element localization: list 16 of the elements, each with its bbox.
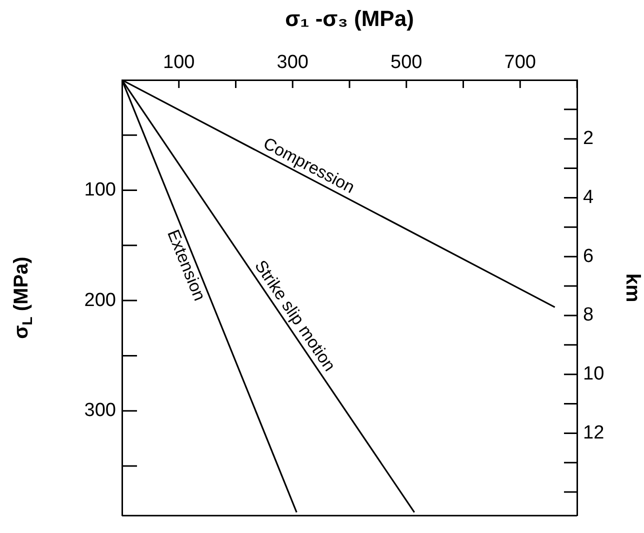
y2-axis-title: km xyxy=(621,273,644,302)
x-tick-label: 500 xyxy=(390,52,422,73)
y-tick-label: 300 xyxy=(84,400,116,422)
y2-tick-label: 8 xyxy=(583,304,594,326)
x-axis-title: σ₁ -σ₃ (MPa) xyxy=(285,6,414,32)
y-axis-title: σL (MPa) xyxy=(10,256,35,339)
x-tick-label: 300 xyxy=(276,52,308,73)
x-tick-label: 700 xyxy=(504,52,536,73)
y2-tick-label: 10 xyxy=(583,364,604,385)
y2-tick-label: 2 xyxy=(583,128,594,150)
y2-tick-label: 12 xyxy=(583,422,604,444)
y-tick-label: 100 xyxy=(84,180,116,201)
y-tick-label: 200 xyxy=(84,290,116,311)
y2-tick-label: 4 xyxy=(583,186,594,208)
y2-tick-label: 6 xyxy=(583,246,594,267)
x-tick-label: 100 xyxy=(163,52,195,73)
